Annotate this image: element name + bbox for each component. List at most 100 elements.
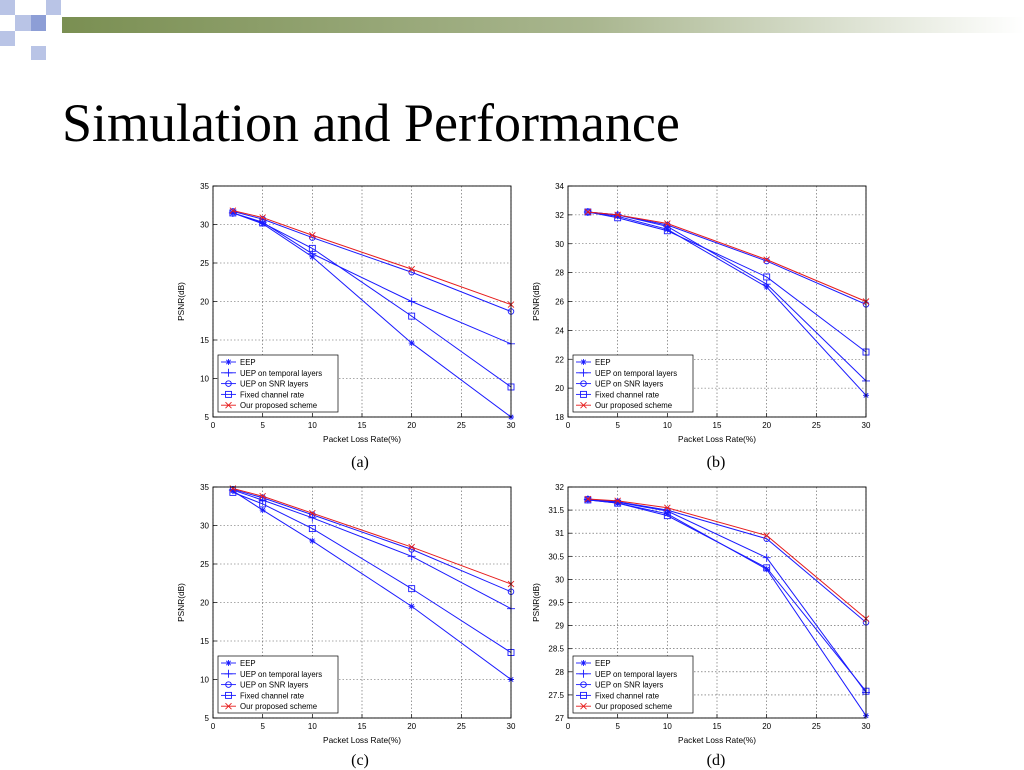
legend-item: UEP on SNR layers: [221, 380, 308, 389]
y-tick-label: 25: [200, 560, 209, 569]
data-point: [584, 496, 592, 504]
legend-item: Fixed channel rate: [576, 691, 659, 700]
header-gradient-bar: [62, 17, 1024, 33]
x-tick-label: 20: [762, 722, 771, 731]
legend-item: UEP on temporal layers: [221, 670, 322, 679]
data-point: [663, 227, 671, 235]
x-tick-label: 15: [713, 722, 722, 731]
y-tick-label: 15: [200, 637, 209, 646]
data-point: [664, 220, 671, 227]
legend-item: EEP: [576, 659, 611, 668]
legend-marker: [580, 380, 587, 387]
data-point: [407, 552, 416, 561]
legend-label: UEP on SNR layers: [595, 380, 663, 389]
data-point: [309, 231, 316, 239]
data-point: [763, 256, 770, 263]
data-point: [308, 525, 316, 533]
x-tick-label: 0: [211, 722, 216, 731]
y-tick-label: 35: [200, 483, 209, 492]
deco-square: [0, 31, 15, 46]
legend-marker: [579, 669, 588, 678]
y-tick-label: 34: [555, 182, 564, 191]
x-axis-label: Packet Loss Rate(%): [323, 434, 401, 444]
legend-item: UEP on temporal layers: [576, 670, 677, 679]
legend-box: [572, 655, 694, 714]
legend-item: Fixed channel rate: [576, 390, 659, 399]
series: [584, 495, 870, 622]
chart-caption-b: (b): [706, 454, 726, 471]
legend-label: EEP: [595, 358, 611, 367]
y-tick-label: 15: [200, 336, 209, 345]
data-point: [259, 492, 266, 500]
legend-marker: [579, 368, 588, 377]
legend-item: UEP on temporal layers: [221, 369, 322, 378]
data-point: [229, 209, 237, 217]
legend-label: Fixed channel rate: [240, 691, 304, 700]
x-axis-label: Packet Loss Rate(%): [678, 434, 756, 444]
legend-label: UEP on temporal layers: [595, 369, 677, 378]
y-tick-label: 20: [200, 599, 209, 608]
x-tick-label: 25: [812, 722, 821, 731]
y-tick-label: 30: [555, 240, 564, 249]
legend-label: EEP: [595, 659, 611, 668]
data-point: [259, 215, 266, 223]
y-tick-label: 20: [200, 298, 209, 307]
x-tick-label: 0: [211, 421, 216, 430]
data-point: [664, 504, 671, 512]
data-point: [584, 208, 592, 216]
legend-item: EEP: [576, 358, 611, 367]
data-point: [259, 214, 266, 221]
deco-square: [15, 15, 31, 31]
psnr-chart-d: 0 5 10 15 20 25 30 27 27.5 28 28.5 29 29.5 30 30.5 31 31…: [531, 483, 871, 745]
data-point: [762, 553, 771, 562]
legend-label: Our proposed scheme: [595, 702, 672, 711]
y-axis-label: PSNR(dB): [531, 282, 541, 321]
y-tick-label: 10: [200, 375, 209, 384]
series-line: [587, 499, 867, 692]
deco-square: [46, 0, 61, 15]
y-tick-label: 31.5: [548, 506, 564, 515]
deco-square: [31, 46, 46, 60]
series-line: [232, 488, 512, 593]
legend-label: Fixed channel rate: [595, 390, 659, 399]
legend-marker: [225, 401, 232, 409]
legend: EEP UEP on temporal layers UEP on SNR laye…: [217, 655, 339, 714]
legend-label: Our proposed scheme: [595, 401, 672, 410]
x-tick-label: 15: [358, 722, 367, 731]
x-tick-label: 15: [713, 421, 722, 430]
series-line: [232, 210, 512, 312]
data-point: [309, 537, 316, 544]
legend-marker: [580, 691, 587, 699]
chart-caption-d: (d): [706, 752, 726, 769]
legend-marker: [580, 702, 587, 710]
y-tick-label: 30: [555, 575, 564, 584]
x-tick-label: 30: [862, 421, 871, 430]
x-tick-label: 10: [663, 421, 672, 430]
data-point: [229, 207, 237, 214]
legend-item: Our proposed scheme: [576, 401, 672, 410]
legend-item: EEP: [221, 358, 256, 367]
legend-marker: [224, 669, 233, 678]
data-point: [584, 495, 592, 503]
y-tick-label: 32: [555, 483, 564, 492]
data-point: [408, 585, 416, 593]
legend-marker: [225, 380, 232, 387]
data-point: [309, 509, 316, 517]
y-tick-label: 26: [555, 298, 564, 307]
data-point: [763, 566, 770, 573]
plot-frame: [567, 185, 867, 418]
legend-item: Fixed channel rate: [221, 390, 304, 399]
y-tick-label: 28: [555, 269, 564, 278]
legend-marker: [580, 681, 587, 688]
legend-marker: [225, 390, 232, 398]
y-axis-label: PSNR(dB): [176, 282, 186, 321]
data-point: [663, 512, 671, 520]
legend-item: UEP on temporal layers: [576, 369, 677, 378]
legend-label: Our proposed scheme: [240, 702, 317, 711]
deco-square: [31, 15, 46, 31]
chart-panel-c: 0 5 10 15 20 25 30 5 10 15 20 25 30 35 EEP UEP on tempo…: [160, 477, 520, 752]
legend-label: UEP on SNR layers: [240, 380, 308, 389]
y-tick-label: 28: [555, 668, 564, 677]
series-line: [232, 491, 512, 653]
